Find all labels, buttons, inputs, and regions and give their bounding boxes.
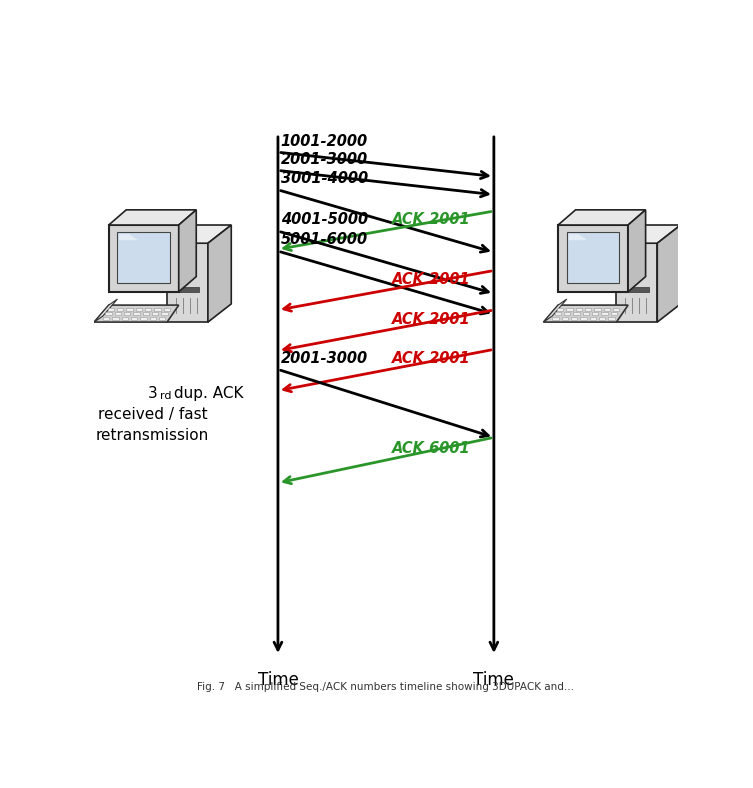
Text: Fig. 7   A simplified Seq./ACK numbers timeline showing 3DUPACK and...: Fig. 7 A simplified Seq./ACK numbers tim… <box>197 682 575 692</box>
Text: 2001-3000: 2001-3000 <box>281 152 368 167</box>
Text: 3: 3 <box>148 386 157 401</box>
Bar <box>611 312 617 315</box>
Text: ACK 2001: ACK 2001 <box>392 311 471 327</box>
Polygon shape <box>544 305 628 322</box>
Bar <box>583 312 589 315</box>
Bar <box>108 308 114 311</box>
Bar <box>585 308 591 311</box>
Bar <box>159 317 166 320</box>
Polygon shape <box>567 232 619 283</box>
Bar <box>114 312 121 315</box>
Bar <box>562 317 568 320</box>
Text: retransmission: retransmission <box>96 429 209 444</box>
Text: Receiver: Receiver <box>569 247 657 264</box>
Polygon shape <box>108 225 178 292</box>
Bar <box>601 312 608 315</box>
Bar <box>176 287 200 292</box>
Bar <box>625 287 648 292</box>
Bar <box>117 308 123 311</box>
Bar <box>592 312 599 315</box>
Text: ACK 2001: ACK 2001 <box>392 211 471 226</box>
Bar <box>121 317 128 320</box>
Bar <box>163 308 170 311</box>
Text: Sender: Sender <box>123 247 194 264</box>
Text: 4001-5000: 4001-5000 <box>281 213 368 228</box>
Bar <box>613 308 619 311</box>
Bar <box>564 312 570 315</box>
Polygon shape <box>117 232 170 283</box>
Polygon shape <box>617 243 657 322</box>
Text: received / fast: received / fast <box>98 407 207 422</box>
Bar <box>590 317 596 320</box>
Bar <box>136 308 142 311</box>
Bar <box>557 308 563 311</box>
Bar <box>152 312 158 315</box>
Text: ACK 2001: ACK 2001 <box>392 272 471 287</box>
Bar <box>575 308 582 311</box>
Bar <box>573 312 580 315</box>
Text: 3001-4000: 3001-4000 <box>281 171 368 186</box>
Text: Time: Time <box>258 671 298 689</box>
Text: 5001-6000: 5001-6000 <box>281 232 368 247</box>
Polygon shape <box>657 225 681 322</box>
Polygon shape <box>167 243 208 322</box>
Polygon shape <box>167 225 231 243</box>
Text: rd: rd <box>160 391 172 401</box>
Bar <box>566 308 573 311</box>
Bar <box>150 317 156 320</box>
Text: 2001-3000: 2001-3000 <box>281 351 368 366</box>
Bar <box>140 317 147 320</box>
Polygon shape <box>178 210 197 292</box>
Bar <box>594 308 601 311</box>
Bar <box>599 317 605 320</box>
Polygon shape <box>108 210 197 225</box>
Bar <box>145 308 151 311</box>
Polygon shape <box>558 225 628 292</box>
Polygon shape <box>94 305 178 322</box>
Text: 1001-2000: 1001-2000 <box>281 133 368 149</box>
Bar <box>142 312 149 315</box>
Bar <box>133 312 139 315</box>
Bar <box>105 312 111 315</box>
Bar <box>103 317 109 320</box>
Polygon shape <box>569 234 587 240</box>
Bar <box>552 317 559 320</box>
Bar <box>554 312 561 315</box>
Polygon shape <box>617 225 681 243</box>
Bar <box>154 308 160 311</box>
Polygon shape <box>544 299 567 322</box>
Polygon shape <box>208 225 231 322</box>
Bar <box>112 317 119 320</box>
Bar <box>124 312 130 315</box>
Bar <box>127 308 133 311</box>
Polygon shape <box>628 210 645 292</box>
Bar <box>581 317 587 320</box>
Bar <box>571 317 578 320</box>
Bar <box>161 312 168 315</box>
Polygon shape <box>119 234 138 240</box>
Text: ACK 6001: ACK 6001 <box>392 441 471 456</box>
Text: ACK 2001: ACK 2001 <box>392 351 471 366</box>
Polygon shape <box>558 210 645 225</box>
Bar <box>608 317 614 320</box>
Bar <box>604 308 610 311</box>
Text: dup. ACK: dup. ACK <box>169 386 243 401</box>
Text: Time: Time <box>474 671 514 689</box>
Polygon shape <box>94 299 117 322</box>
Bar <box>131 317 137 320</box>
